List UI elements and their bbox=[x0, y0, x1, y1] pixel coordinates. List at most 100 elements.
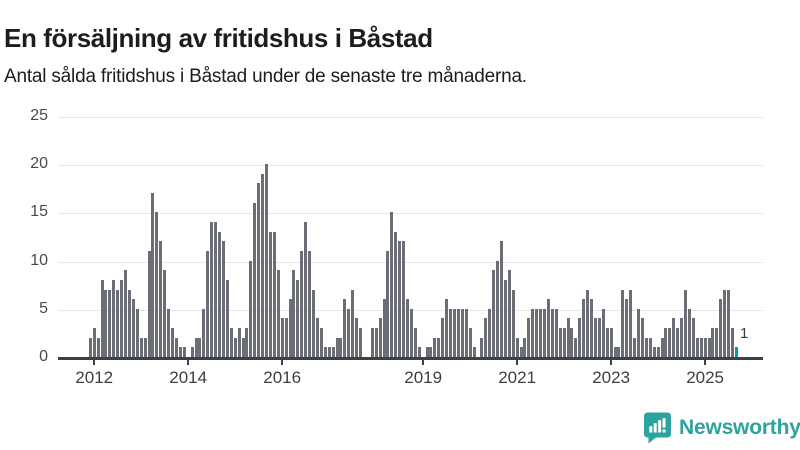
bar bbox=[629, 290, 633, 357]
x-axis-year-label: 2021 bbox=[498, 368, 537, 387]
bar bbox=[582, 299, 586, 357]
bar bbox=[605, 328, 609, 357]
y-axis-tick-label: 0 bbox=[39, 348, 48, 365]
bar bbox=[531, 309, 535, 357]
bar bbox=[378, 318, 382, 357]
bar bbox=[394, 232, 398, 357]
page-title: En försäljning av fritidshus i Båstad bbox=[4, 23, 433, 54]
bar bbox=[648, 338, 652, 357]
newsworthy-logo[interactable]: Newsworthy bbox=[643, 411, 800, 444]
bar bbox=[206, 251, 210, 357]
bar bbox=[174, 338, 178, 357]
bar bbox=[617, 347, 621, 357]
bar bbox=[339, 338, 343, 357]
bar bbox=[703, 338, 707, 357]
bar bbox=[527, 318, 531, 357]
bar bbox=[660, 338, 664, 357]
bar bbox=[499, 241, 503, 357]
bar bbox=[621, 290, 625, 357]
bar bbox=[249, 261, 253, 357]
x-axis-year-label: 2025 bbox=[686, 368, 725, 387]
bar bbox=[719, 299, 723, 357]
bar bbox=[237, 328, 241, 357]
bar bbox=[668, 328, 672, 357]
bar bbox=[625, 299, 629, 357]
bar bbox=[664, 328, 668, 357]
bar bbox=[288, 299, 292, 357]
bar bbox=[562, 328, 566, 357]
bar bbox=[398, 241, 402, 357]
bar bbox=[464, 309, 468, 357]
bar bbox=[116, 290, 120, 357]
bar bbox=[429, 347, 433, 357]
bar bbox=[680, 318, 684, 357]
bar bbox=[296, 280, 300, 357]
bar bbox=[711, 328, 715, 357]
bar bbox=[511, 290, 515, 357]
bar bbox=[300, 251, 304, 357]
x-axis-tick bbox=[281, 359, 284, 365]
bar bbox=[707, 338, 711, 357]
bar bbox=[456, 309, 460, 357]
bar bbox=[276, 270, 280, 357]
bar bbox=[633, 338, 637, 357]
bar bbox=[245, 328, 249, 357]
bar bbox=[315, 318, 319, 357]
bar bbox=[574, 338, 578, 357]
bar bbox=[613, 347, 617, 357]
bar bbox=[609, 328, 613, 357]
bar bbox=[331, 347, 335, 357]
bar bbox=[644, 338, 648, 357]
bar bbox=[731, 328, 735, 357]
bar bbox=[241, 338, 245, 357]
bar bbox=[437, 338, 441, 357]
bar bbox=[319, 328, 323, 357]
bar bbox=[593, 318, 597, 357]
bar bbox=[445, 299, 449, 357]
x-axis-tick bbox=[422, 359, 425, 365]
bar bbox=[386, 251, 390, 357]
bar bbox=[88, 338, 92, 357]
bar bbox=[699, 338, 703, 357]
bar bbox=[409, 309, 413, 357]
bar bbox=[370, 328, 374, 357]
x-axis-year-label: 2016 bbox=[263, 368, 302, 387]
bar bbox=[695, 338, 699, 357]
bar bbox=[550, 309, 554, 357]
bar bbox=[597, 318, 601, 357]
bar bbox=[155, 212, 159, 357]
gridline bbox=[58, 261, 763, 263]
bar bbox=[382, 299, 386, 357]
bar bbox=[570, 328, 574, 357]
bar bbox=[182, 347, 186, 357]
bar bbox=[131, 299, 135, 357]
x-axis-line bbox=[58, 357, 763, 360]
bar bbox=[210, 222, 214, 357]
bar bbox=[112, 280, 116, 357]
bar bbox=[159, 241, 163, 357]
bar bbox=[468, 328, 472, 357]
bar bbox=[359, 328, 362, 357]
page-subtitle: Antal sålda fritidshus i Båstad under de… bbox=[4, 66, 527, 87]
bar bbox=[590, 299, 594, 357]
bar bbox=[308, 251, 312, 357]
bar bbox=[433, 338, 437, 357]
bar bbox=[601, 309, 605, 357]
bar bbox=[347, 309, 351, 357]
x-axis-tick bbox=[93, 359, 96, 365]
bar bbox=[519, 347, 523, 357]
x-axis-year-label: 2012 bbox=[75, 368, 114, 387]
bar bbox=[351, 290, 355, 357]
bar bbox=[198, 338, 202, 357]
bar bbox=[425, 347, 429, 357]
bar bbox=[280, 318, 284, 357]
bar bbox=[202, 309, 206, 357]
bar bbox=[484, 318, 488, 357]
bar bbox=[480, 338, 484, 357]
bar bbox=[492, 270, 496, 357]
newsworthy-logo-icon bbox=[644, 412, 671, 444]
x-axis-year-label: 2014 bbox=[169, 368, 208, 387]
bar bbox=[684, 290, 688, 357]
bar bbox=[253, 203, 257, 357]
bar bbox=[124, 270, 128, 357]
